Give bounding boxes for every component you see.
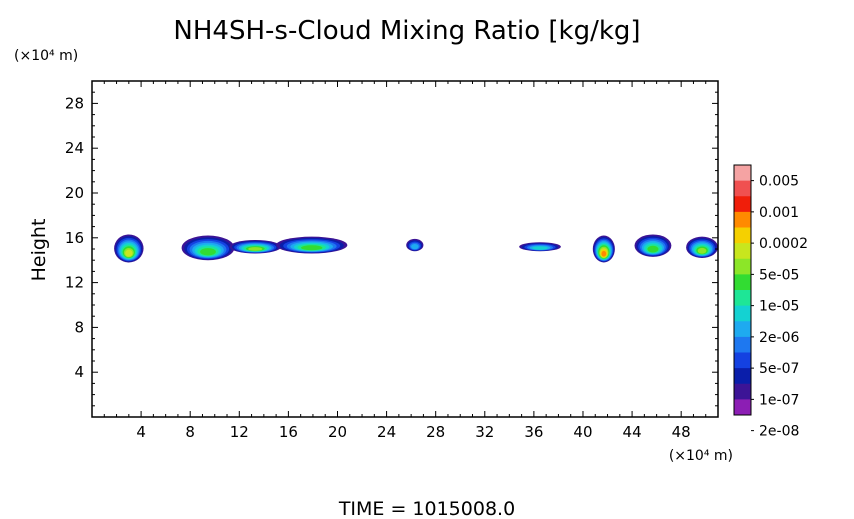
colorbar-swatch (734, 196, 751, 213)
cloud-cell (229, 240, 282, 254)
chart-title: NH4SH-s-Cloud Mixing Ratio [kg/kg] (173, 16, 640, 46)
cloud-contour (699, 249, 705, 254)
cloud-cell (406, 238, 424, 252)
cloud-cell (181, 235, 235, 261)
colorbar-label: 2e-06 (759, 330, 799, 346)
y-tick-label: 12 (65, 274, 84, 292)
x-tick-label: 28 (426, 423, 445, 441)
y-tick-label: 16 (65, 229, 84, 247)
colorbar-swatch (734, 399, 751, 416)
colorbar-frame (733, 164, 752, 416)
colorbar-swatch (734, 321, 751, 338)
colorbar-label: 0.001 (759, 205, 799, 221)
y-tick-label: 20 (65, 184, 84, 202)
cloud-contour (202, 249, 214, 255)
colorbar-label: 2e-08 (759, 424, 799, 440)
cloud-contour (250, 248, 260, 251)
colorbar-swatch (734, 274, 751, 291)
colorbar-swatch (734, 211, 751, 228)
x-tick-label: 48 (672, 423, 691, 441)
cloud-cell (686, 236, 718, 258)
x-tick-label: 16 (279, 423, 298, 441)
x-tick-label: 12 (230, 423, 249, 441)
colorbar-swatch (734, 180, 751, 197)
cloud-cell (634, 234, 672, 257)
time-label: TIME = 1015008.0 (338, 498, 515, 519)
colorbar-swatch (734, 383, 751, 400)
colorbar-swatch (734, 336, 751, 353)
x-tick-label: 24 (377, 423, 396, 441)
colorbar-swatch (734, 227, 751, 244)
y-axis-label: Height (28, 219, 50, 282)
colorbar-swatch (734, 243, 751, 260)
colorbar-label: 1e-05 (759, 299, 799, 315)
colorbar-swatch (734, 258, 751, 275)
x-tick-label: 8 (185, 423, 195, 441)
colorbar-label: 0.0002 (759, 236, 808, 252)
colorbar-swatch (734, 368, 751, 385)
cloud-cell (114, 234, 144, 263)
colorbar: 0.005 0.001 0.0002 5e-05 1e-05 2e-06 5e-07 1e-0… (733, 164, 808, 440)
x-axis-unit: (×10⁴ m) (669, 448, 733, 464)
cloud-cell (519, 242, 561, 252)
cloud-contour (534, 247, 546, 250)
cloud-contour (304, 246, 319, 250)
colorbar-label: 0.005 (759, 174, 799, 190)
y-tick-label: 28 (65, 94, 84, 112)
cloud-contour (126, 251, 132, 257)
colorbar-label: 5e-05 (759, 267, 799, 283)
cloud-contour (412, 245, 418, 249)
cloud-cell (592, 235, 615, 263)
y-tick-label: 24 (65, 139, 84, 157)
y-tick-label: 8 (74, 318, 84, 336)
x-tick-label: 44 (623, 423, 642, 441)
cloud-contour (602, 252, 606, 257)
colorbar-swatch (734, 290, 751, 307)
colorbar-label: 1e-07 (759, 392, 799, 408)
x-tick-label: 20 (328, 423, 347, 441)
x-tick-label: 32 (475, 423, 494, 441)
colorbar-label: 5e-07 (759, 361, 799, 377)
x-tick-label: 36 (524, 423, 543, 441)
x-tick-label: 4 (136, 423, 146, 441)
cloud-cell (276, 236, 348, 254)
y-tick-label: 4 (74, 363, 84, 381)
x-tick-label: 40 (573, 423, 592, 441)
cloud-field (114, 234, 718, 263)
colorbar-swatch (734, 165, 751, 182)
y-axis-unit: (×10⁴ m) (14, 48, 78, 64)
colorbar-swatch (734, 352, 751, 369)
cloud-contour (649, 247, 657, 252)
colorbar-swatch (734, 305, 751, 322)
